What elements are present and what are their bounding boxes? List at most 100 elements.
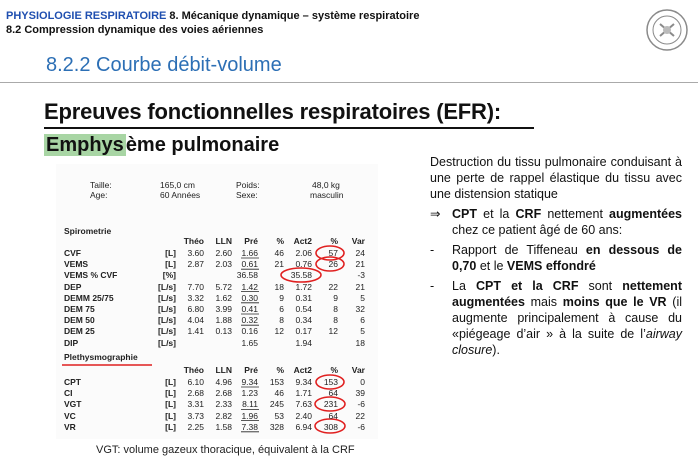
spiro-row-value: 1.94 (295, 337, 312, 348)
column-header: Var (351, 365, 365, 375)
bullet-cpt-crf: ⇒ CPT et la CRF nettement augmentées che… (430, 206, 682, 238)
spiro-row-value: 24 (355, 248, 365, 258)
slide-heading: Epreuves fonctionnelles respiratoires (E… (44, 99, 501, 124)
header-section: 8. Mécanique dynamique – système respira… (169, 10, 420, 22)
header-category: PHYSIOLOGIE RESPIRATOIRE (6, 10, 167, 22)
spiro-row-label: DIP (64, 337, 79, 348)
topic-title: Emphys ème pulmonaire (44, 134, 279, 157)
pleth-row-value: 1.71 (295, 388, 312, 399)
pleth-row-value: 1.96 (241, 410, 258, 421)
pleth-row-label: CI (64, 388, 73, 399)
spiro-row-label: DEM 75 (64, 304, 95, 314)
patient-sex: masculin (310, 190, 344, 200)
report-annotations (62, 245, 346, 434)
spiro-row-value: 1.41 (187, 326, 204, 337)
column-header: Act2 (293, 365, 312, 375)
pleth-row-value: 64 (328, 410, 338, 421)
pleth-row-value: 3.31 (187, 399, 204, 410)
column-header: Pré (244, 365, 258, 375)
intro-text: Destruction du tissu pulmonaire conduisa… (430, 155, 682, 201)
spiro-row-label: DEM 50 (64, 315, 95, 326)
patient-weight-label: Poids: (236, 180, 260, 190)
spiro-row-value: 32 (355, 304, 365, 314)
spiro-row-value: 12 (328, 326, 338, 337)
spiro-row-unit: [L/s] (158, 315, 176, 326)
term-vems: VEMS effondré (506, 259, 596, 273)
spiro-row-value: 0.61 (241, 259, 258, 270)
header-breadcrumb: PHYSIOLOGIE RESPIRATOIRE 8. Mécanique dy… (6, 10, 419, 22)
pleth-row-value: 153 (269, 377, 284, 387)
spiro-row-value: 3.32 (187, 292, 204, 303)
pleth-row-value: 64 (328, 388, 338, 399)
circle-vr-pct (314, 418, 346, 434)
pleth-row-value: 7.38 (241, 421, 258, 432)
pleth-row-value: 6.10 (187, 377, 204, 387)
text: et le (476, 259, 507, 273)
text: (il augmente principalement à cause du «… (452, 295, 682, 341)
spiro-row-label: DEMM 25/75 (64, 292, 114, 303)
pleth-row-value: 2.82 (215, 410, 232, 421)
text: ). (492, 343, 500, 357)
spiro-row-value: 35.58 (290, 270, 312, 281)
arrow-icon: ⇒ (430, 207, 441, 221)
circle-cvf-pct (315, 245, 345, 261)
pleth-row-value: 2.40 (295, 410, 312, 421)
column-header: Théo (183, 365, 204, 375)
pleth-row-unit: [L] (165, 399, 176, 410)
pleth-row-label: CPT (64, 377, 81, 387)
pleth-row-value: 2.25 (187, 421, 204, 432)
spiro-row-value: 0.54 (295, 304, 312, 314)
text: et la (477, 207, 516, 221)
spiro-row-value: 18 (355, 337, 365, 348)
pleth-row-value: 231 (323, 399, 338, 410)
spiro-row-value: 6 (360, 315, 365, 326)
caption: VGT: volume gazeux thoracique, équivalen… (96, 444, 355, 456)
pleth-row-value: -6 (357, 421, 365, 432)
circle-vgt-pct (314, 396, 346, 412)
pleth-row-unit: [L] (165, 410, 176, 421)
spiro-row-label: CVF (64, 248, 81, 258)
spiro-row-value: 2.60 (215, 248, 232, 258)
column-header: % (276, 236, 284, 246)
column-header: Act2 (293, 236, 312, 246)
spiro-row-unit: [L] (165, 259, 176, 270)
spiro-row-unit: [L/s] (158, 292, 176, 303)
pleth-row-value: 7.63 (295, 399, 312, 410)
spiro-row-value: 0.31 (295, 292, 312, 303)
pleth-row-value: 2.68 (215, 388, 232, 399)
efr-report-scan: Taille: 165,0 cm Age: 60 Années Poids: 48,0 k… (56, 164, 378, 439)
spiro-row-value: 3.60 (187, 248, 204, 258)
spiro-row-value: 21 (355, 281, 365, 292)
pleth-row-unit: [L] (165, 421, 176, 432)
spiro-row-unit: [L/s] (158, 326, 176, 337)
plethysmography-title: Plethysmographie (64, 352, 138, 362)
text: sont (578, 279, 623, 293)
bullet-tiffeneau: - Rapport de Tiffeneau en dessous de 0,7… (430, 242, 682, 274)
column-header: % (330, 365, 338, 375)
pleth-row-value: 22 (355, 410, 365, 421)
spiro-row-value: 0.34 (295, 315, 312, 326)
spiro-row-value: 3.99 (215, 304, 232, 314)
term-below-070: en dessous de 0,70 (452, 243, 682, 273)
spiro-row-value: 0.30 (241, 292, 258, 303)
spiro-row-value: 0.41 (241, 304, 258, 314)
spiro-row-value: 2.87 (187, 259, 204, 270)
spiro-row-value: 1.62 (215, 292, 232, 303)
pleth-row-value: 3.73 (187, 410, 204, 421)
column-header: Var (351, 236, 365, 246)
spiro-row-unit: [%] (162, 270, 176, 281)
spiro-row-value: 0.32 (241, 315, 258, 326)
pleth-row-value: 53 (274, 410, 284, 421)
text: Rapport de Tiffeneau (452, 243, 586, 257)
topic-rest: ème pulmonaire (125, 134, 280, 156)
spiro-row-value: 1.72 (295, 281, 312, 292)
pleth-row-value: 328 (269, 421, 284, 432)
pleth-row-value: 9.34 (241, 377, 258, 387)
spiro-row-value: 18 (274, 281, 284, 292)
column-header: LLN (215, 365, 232, 375)
spiro-row-value: 1.88 (215, 315, 232, 326)
spiro-row-value: 7.70 (187, 281, 204, 292)
patient-weight: 48,0 kg (312, 180, 340, 190)
spiro-row-value: 8 (333, 315, 338, 326)
patient-height: 165,0 cm (160, 180, 195, 190)
